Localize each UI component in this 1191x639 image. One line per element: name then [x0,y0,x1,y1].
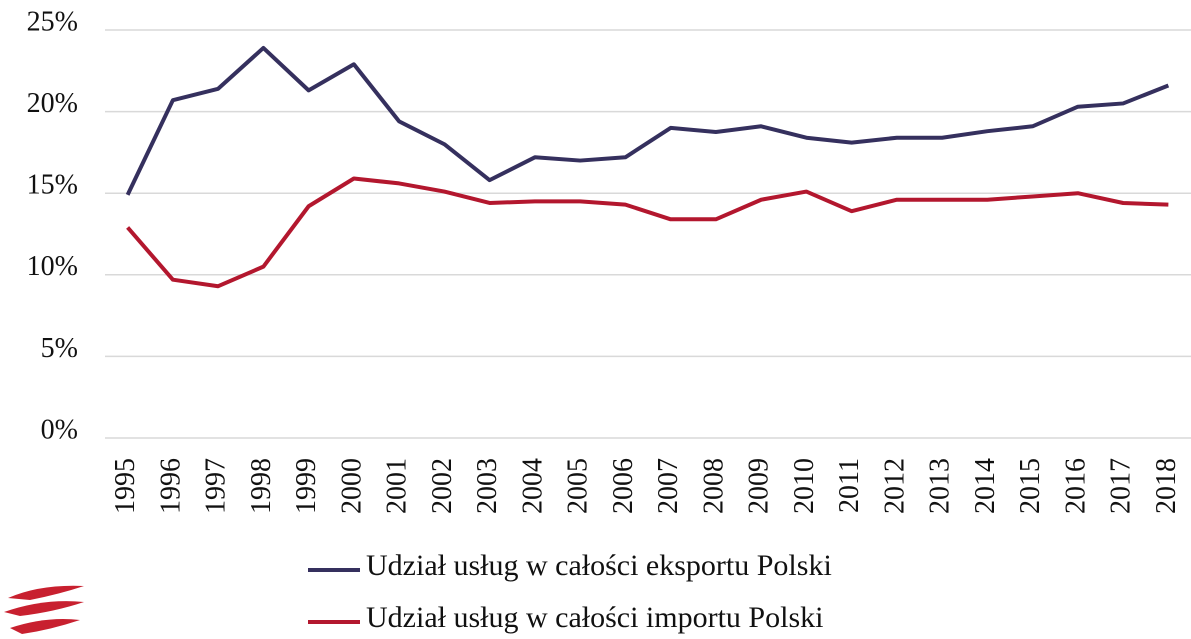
logo [4,585,84,634]
x-tick-label: 2013 [925,458,956,514]
legend-label: Udział usług w całości importu Polski [366,601,823,634]
x-tick-label: 2016 [1060,458,1091,514]
x-tick-label: 1995 [110,458,141,514]
y-tick-label: 10% [27,251,78,282]
x-tick-label: 2005 [563,458,594,514]
x-tick-label: 2007 [653,458,684,514]
x-tick-label: 2009 [744,458,775,514]
legend-label: Udział usług w całości eksportu Polski [366,549,832,582]
y-tick-label: 0% [41,414,78,445]
x-tick-label: 1996 [155,458,186,514]
x-tick-label: 2004 [517,458,548,514]
series-line [126,176,1169,289]
x-tick-label: 2011 [834,458,865,513]
x-tick-label: 2010 [789,458,820,514]
y-tick-label: 25% [27,6,78,37]
x-tick-label: 2002 [427,458,458,514]
x-tick-label: 2006 [608,458,639,514]
x-tick-label: 1997 [201,458,232,514]
x-tick-label: 2015 [1015,458,1046,514]
x-tick-label: 1998 [246,458,277,514]
x-tick-label: 2012 [879,458,910,514]
x-tick-label: 2017 [1106,458,1137,514]
series-line [125,45,1170,196]
x-tick-label: 1999 [291,458,322,514]
x-tick-label: 2018 [1151,458,1182,514]
y-tick-label: 5% [41,333,78,364]
y-tick-label: 20% [27,88,78,119]
x-tick-label: 2014 [970,458,1001,514]
x-tick-label: 2003 [472,458,503,514]
y-tick-label: 15% [27,170,78,201]
x-tick-label: 2001 [382,458,413,514]
x-tick-label: 2000 [336,458,367,514]
x-tick-label: 2008 [698,458,729,514]
